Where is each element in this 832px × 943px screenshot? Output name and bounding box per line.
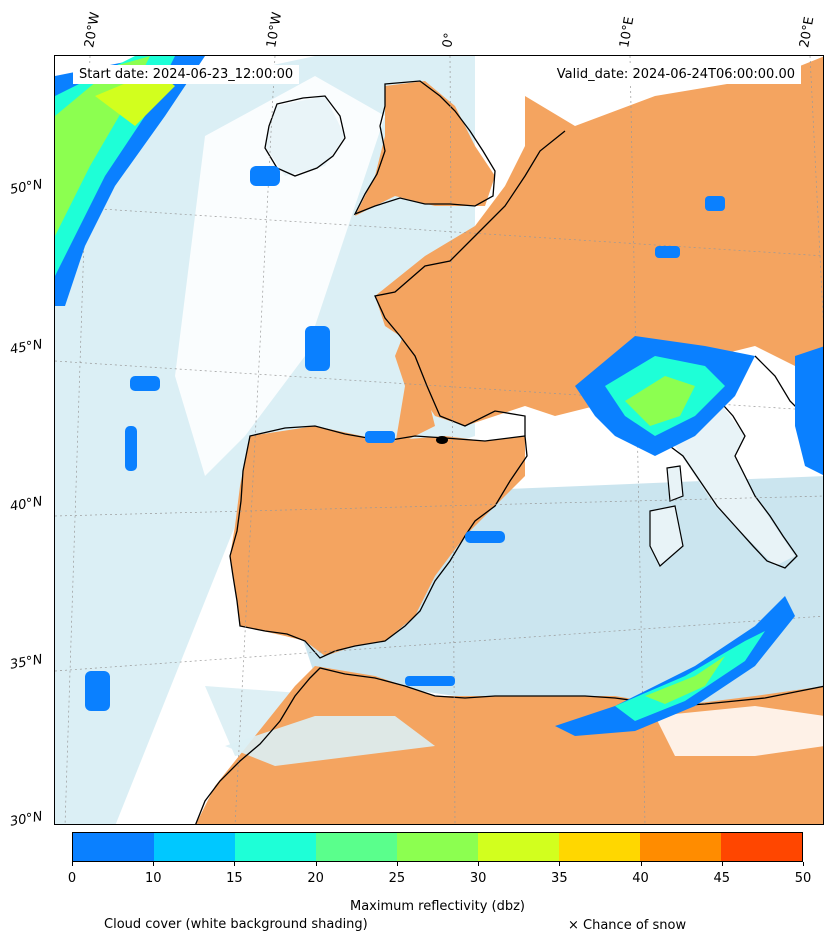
lon-label-10w: 10°W xyxy=(264,11,286,50)
coastline-sardinia xyxy=(649,505,684,567)
colorbar-segment-1 xyxy=(154,833,235,861)
lon-label-20e: 20°E xyxy=(797,15,818,49)
colorbar-segment-0 xyxy=(73,833,154,861)
shower-pyrenees xyxy=(365,431,395,443)
snow-marker xyxy=(436,436,448,444)
cloud-patch-africa xyxy=(225,716,435,766)
colorbar-tickmark xyxy=(640,862,642,866)
lon-label-10e: 10°E xyxy=(617,15,638,49)
colorbar-segment-8 xyxy=(721,833,802,861)
shower-morocco-coast xyxy=(405,676,455,686)
colorbar-tick-label: 25 xyxy=(388,871,406,886)
coastline-iberia xyxy=(229,425,528,659)
reflectivity-colorbar xyxy=(72,832,803,862)
colorbar-tick-label: 30 xyxy=(469,871,487,886)
land-france-west xyxy=(395,306,465,446)
coastline-corsica xyxy=(666,465,684,502)
colorbar-tick-label: 20 xyxy=(307,871,324,886)
colorbar-label: Maximum reflectivity (dbz) xyxy=(350,899,525,914)
reflectivity-adriatic xyxy=(795,346,823,475)
map-panel[interactable]: Start date: 2024-06-23_12:00:00 Valid_da… xyxy=(54,55,824,825)
reflectivity-atlantic-front-30 xyxy=(95,71,175,126)
colorbar-tickmark xyxy=(315,862,317,866)
colorbar-tick-label: 50 xyxy=(794,871,812,886)
cloud-band-atlantic-2 xyxy=(175,76,385,476)
colorbar-segment-4 xyxy=(397,833,478,861)
shower-balearic xyxy=(465,531,505,543)
land-great-britain xyxy=(355,81,495,216)
cloud-patch-libya xyxy=(655,706,823,756)
land-ireland xyxy=(265,96,345,176)
colorbar-tickmark xyxy=(559,862,561,866)
colorbar-tick-label: 0 xyxy=(67,871,77,886)
lon-label-20w: 20°W xyxy=(82,11,104,50)
coastline-france xyxy=(374,130,566,436)
shower-atlantic-1 xyxy=(125,426,137,471)
shower-atlantic-2 xyxy=(85,671,110,711)
colorbar-tick-label: 40 xyxy=(632,871,649,886)
colorbar-segment-6 xyxy=(559,833,640,861)
colorbar-tickmark xyxy=(153,862,155,866)
shower-biscay xyxy=(305,326,330,371)
shower-ireland xyxy=(250,166,280,186)
colorbar-tickmark xyxy=(721,862,723,866)
lon-label-0: 0° xyxy=(440,31,458,49)
cloud-cover-note: Cloud cover (white background shading) xyxy=(104,917,368,932)
map-canvas xyxy=(55,56,823,824)
shower-central xyxy=(655,246,680,258)
colorbar-tick-label: 35 xyxy=(551,871,568,886)
colorbar-segment-7 xyxy=(640,833,721,861)
lat-label-50n: 50°N xyxy=(8,177,44,198)
shower-atlantic-3 xyxy=(130,376,160,391)
colorbar-tick-label: 15 xyxy=(226,871,243,886)
colorbar-tickmark xyxy=(234,862,236,866)
colorbar-segment-2 xyxy=(235,833,316,861)
lat-label-45n: 45°N xyxy=(8,337,44,358)
reflectivity-algeria-band-25 xyxy=(645,656,725,704)
colorbar-tick-label: 10 xyxy=(144,871,162,886)
colorbar-tick-label: 45 xyxy=(713,871,731,886)
scattered-showers xyxy=(85,166,725,711)
colorbar-segment-3 xyxy=(316,833,397,861)
lat-label-35n: 35°N xyxy=(8,652,44,673)
reflectivity-italy-cluster-25 xyxy=(625,376,695,426)
colorbar-tickmark xyxy=(803,862,804,866)
colorbar-tickmark xyxy=(396,862,398,866)
valid-date-label: Valid_date: 2024-06-24T06:00:00.00 xyxy=(550,65,801,84)
lat-label-30n: 30°N xyxy=(8,809,44,830)
colorbar-tickmark xyxy=(478,862,480,866)
shower-germany xyxy=(705,196,725,211)
colorbar-tickmark xyxy=(72,862,73,866)
lat-label-40n: 40°N xyxy=(8,494,44,515)
coastline-ireland xyxy=(264,95,346,177)
land-iberia xyxy=(230,426,525,656)
coastline-britain xyxy=(353,80,496,216)
coastline-north-africa xyxy=(195,667,823,824)
colorbar-segment-5 xyxy=(478,833,559,861)
land-sardinia xyxy=(650,506,683,566)
start-date-label: Start date: 2024-06-23_12:00:00 xyxy=(73,65,300,84)
land-corsica xyxy=(667,466,683,501)
snow-note: × Chance of snow xyxy=(568,918,687,933)
reflectivity-algeria-band xyxy=(555,596,795,736)
